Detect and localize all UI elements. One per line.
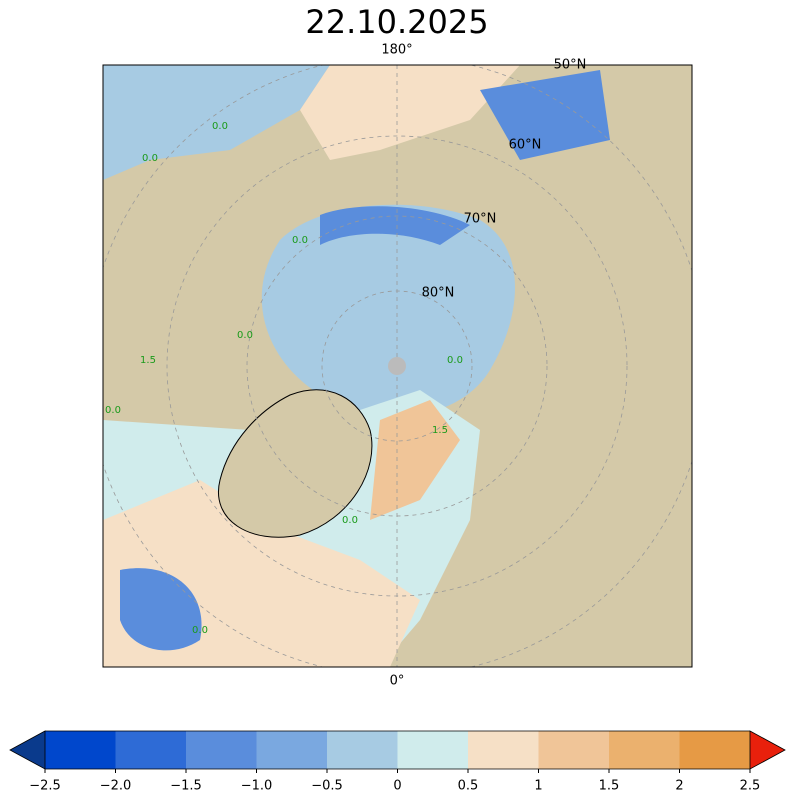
colorbar-segment: [256, 731, 327, 769]
title: 22.10.2025: [305, 3, 488, 41]
colorbar-tick-label: −2.0: [100, 779, 132, 794]
colorbar-over: [749, 730, 786, 770]
colorbar-tick-label: 2: [675, 779, 683, 794]
contour-label: 0.0: [447, 355, 463, 366]
colorbar-tick-label: −1.0: [241, 779, 273, 794]
contour-label: 0.0: [342, 515, 358, 526]
arctic-shelf: [320, 206, 470, 245]
contour-label: 1.5: [140, 355, 156, 366]
latitude-label: 70°N: [464, 212, 497, 227]
meridian-label: 180°: [381, 43, 412, 58]
map: [102, 64, 693, 668]
colorbar-tick-label: −0.5: [311, 779, 343, 794]
colorbar-segment: [45, 731, 116, 769]
colorbar-segment: [609, 731, 680, 769]
colorbar-tick-label: −2.5: [29, 779, 61, 794]
map-frame: [102, 64, 693, 668]
colorbar-segment: [538, 731, 609, 769]
colorbar-segment: [327, 731, 398, 769]
contour-label: 0.0: [142, 153, 158, 164]
colorbar-segment: [679, 731, 750, 769]
colorbar-segment: [468, 731, 539, 769]
colorbar-segment: [186, 731, 257, 769]
colorbar-tick-label: −1.5: [170, 779, 202, 794]
contour-label: 0.0: [192, 625, 208, 636]
pacific-sea: [103, 65, 330, 180]
atlantic-cold: [120, 568, 202, 651]
greenland: [218, 389, 373, 538]
arctic-ocean: [261, 204, 515, 417]
meridian-label: 0°: [390, 674, 405, 689]
latitude-label: 50°N: [554, 58, 587, 73]
colorbar-tick-label: 0: [393, 779, 401, 794]
graticule: [103, 65, 692, 667]
contour-label: 0.0: [237, 330, 253, 341]
pole: [388, 357, 406, 375]
contour-label: 1.5: [432, 425, 448, 436]
colorbar-tick-label: 0.5: [458, 779, 479, 794]
latitude-label: 80°N: [422, 286, 455, 301]
colorbar-segment: [397, 731, 468, 769]
barents-warm: [370, 400, 460, 520]
colorbar-under: [9, 730, 46, 770]
contour-label: 0.0: [292, 235, 308, 246]
colorbar-segment: [115, 731, 186, 769]
colorbar: −2.5 −2.0 −1.5 −1.0 −0.5 0 0.5 1 1.5 2 2.5: [9, 730, 786, 794]
colorbar-tick-label: 1.5: [599, 779, 620, 794]
okhotsk-sea: [480, 70, 610, 160]
contour-label: 0.0: [105, 405, 121, 416]
contour-label: 0.0: [212, 121, 228, 132]
latitude-label: 60°N: [509, 138, 542, 153]
colorbar-tick-label: 1: [534, 779, 542, 794]
colorbar-tick-label: 2.5: [740, 779, 761, 794]
pacific-sea: [300, 65, 520, 160]
